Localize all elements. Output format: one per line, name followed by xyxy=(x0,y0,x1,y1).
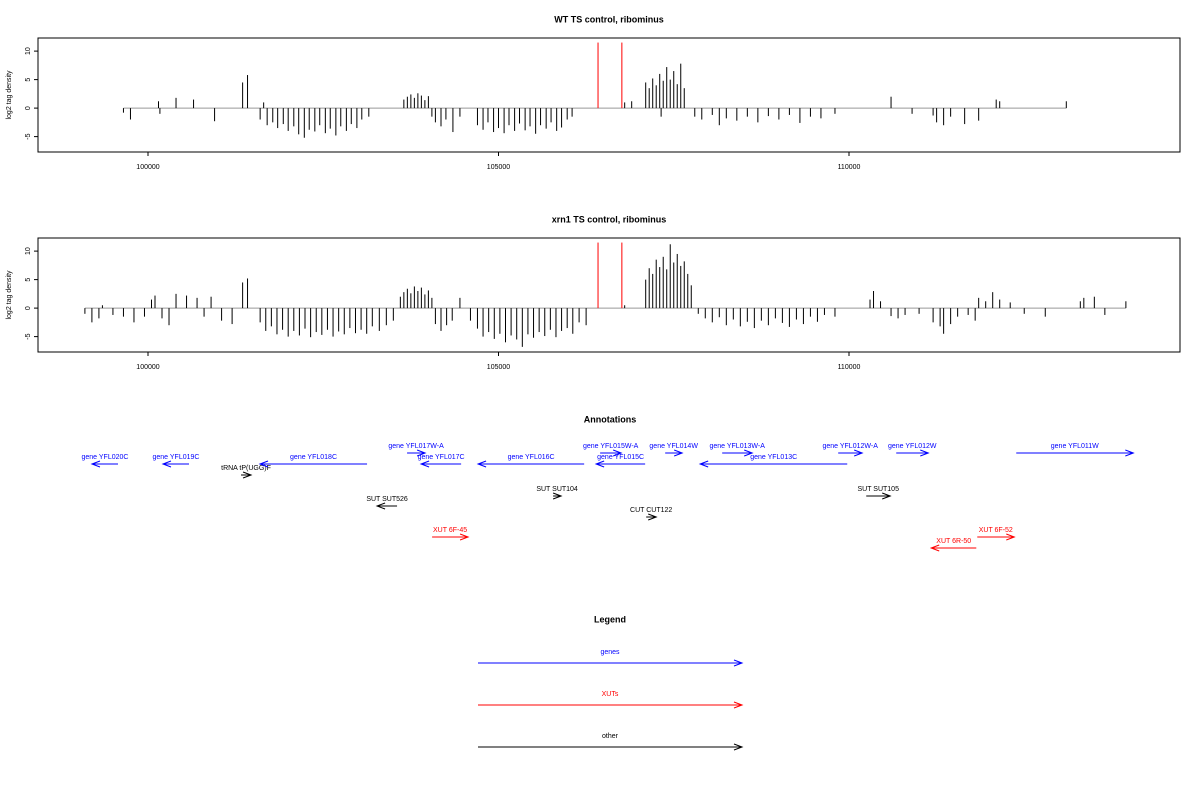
y-tick-label: 10 xyxy=(25,47,32,55)
feature-arrow xyxy=(698,460,848,468)
feature-arrow xyxy=(1016,449,1135,457)
feature-label: gene YFL015W-A xyxy=(583,443,639,450)
feature-arrow xyxy=(407,449,427,457)
feature-label: CUT CUT122 xyxy=(630,507,672,514)
feature-arrow xyxy=(838,449,864,457)
x-tick-label: 100000 xyxy=(136,164,159,171)
x-tick-label: 100000 xyxy=(136,364,159,371)
y-tick-label: 0 xyxy=(25,106,32,110)
chart-title: xrn1 TS control, ribominus xyxy=(552,214,667,224)
feature-label: SUT SUT526 xyxy=(366,496,408,503)
feature-label: gene YFL012W xyxy=(888,443,937,450)
feature-label: gene YFL015C xyxy=(597,454,644,461)
y-axis-label: log2 tag density xyxy=(6,70,13,120)
feature-arrow xyxy=(258,460,368,468)
y-axis-label: log2 tag density xyxy=(6,270,13,320)
chart-title: WT TS control, ribominus xyxy=(554,14,664,24)
feature-label: XUT 6R-50 xyxy=(936,538,971,545)
y-tick-label: 5 xyxy=(25,78,32,82)
feature-label: gene YFL011W xyxy=(1051,443,1099,450)
feature-label: SUT SUT104 xyxy=(536,486,578,493)
feature-label: gene YFL017C xyxy=(418,454,465,461)
annotations-title: Annotations xyxy=(584,414,637,424)
feature-arrow xyxy=(552,492,563,500)
feature-label: gene YFL020C xyxy=(81,454,128,461)
feature-label: XUT 6F-45 xyxy=(433,527,467,534)
feature-arrow xyxy=(594,460,646,468)
feature-arrow xyxy=(90,460,118,468)
feature-label: gene YFL016C xyxy=(508,454,555,461)
feature-arrow xyxy=(866,492,892,500)
plot-frame xyxy=(37,237,1181,353)
feature-arrow xyxy=(600,449,623,457)
feature-arrow xyxy=(241,471,253,479)
y-tick-label: 10 xyxy=(25,247,32,255)
legend-label: genes xyxy=(600,649,620,656)
feature-arrow xyxy=(665,449,684,457)
feature-label: gene YFL013C xyxy=(750,454,797,461)
feature-label: XUT 6F-52 xyxy=(979,527,1013,534)
feature-label: gene YFL019C xyxy=(153,454,200,461)
feature-label: gene YFL017W-A xyxy=(388,443,444,450)
feature-arrow xyxy=(929,544,977,552)
feature-label: gene YFL018C xyxy=(290,454,337,461)
x-tick-label: 105000 xyxy=(487,364,510,371)
feature-label: gene YFL014W xyxy=(649,443,698,450)
plot-frame xyxy=(37,37,1181,153)
legend-arrow xyxy=(478,659,744,667)
legend-title: Legend xyxy=(594,614,626,624)
x-tick-label: 105000 xyxy=(487,164,510,171)
feature-arrow xyxy=(419,460,462,468)
legend-label: XUTs xyxy=(602,691,619,698)
y-tick-label: -5 xyxy=(25,333,32,339)
legend-arrow xyxy=(478,743,744,751)
y-tick-label: 0 xyxy=(25,306,32,310)
feature-arrow xyxy=(432,533,470,541)
x-tick-label: 110000 xyxy=(838,164,861,171)
legend-label: other xyxy=(602,733,619,740)
feature-label: tRNA tP(UGG)F xyxy=(221,465,271,472)
feature-arrow xyxy=(722,449,754,457)
feature-arrow xyxy=(977,533,1016,541)
y-tick-label: 5 xyxy=(25,278,32,282)
feature-label: gene YFL013W-A xyxy=(709,443,765,450)
feature-arrow xyxy=(646,513,658,521)
x-tick-label: 110000 xyxy=(838,364,861,371)
legend-arrow xyxy=(478,701,744,709)
feature-arrow xyxy=(375,502,398,510)
y-tick-label: -5 xyxy=(25,133,32,139)
feature-label: SUT SUT105 xyxy=(857,486,899,493)
feature-arrow xyxy=(896,449,930,457)
feature-arrow xyxy=(161,460,189,468)
feature-label: gene YFL012W-A xyxy=(822,443,878,450)
feature-arrow xyxy=(476,460,585,468)
